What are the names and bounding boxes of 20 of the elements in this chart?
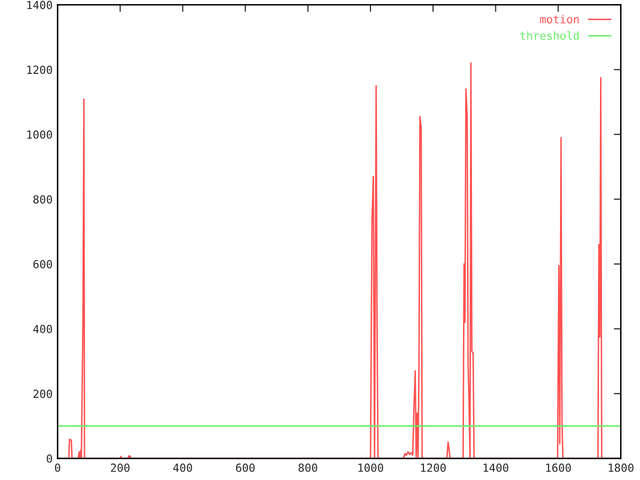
x-tick-label: 1600 <box>546 464 571 472</box>
y-tick-label: 1200 <box>27 66 52 74</box>
y-tick-label: 200 <box>33 390 52 398</box>
x-tick-label: 1200 <box>421 464 446 472</box>
y-tick-label: 1400 <box>27 0 52 10</box>
x-tick-label: 1400 <box>484 464 508 472</box>
x-tick-label: 1800 <box>608 464 634 472</box>
x-tick-label: 0 <box>54 464 60 472</box>
y-tick-label: 1000 <box>27 130 52 139</box>
legend-label: threshold <box>520 31 579 40</box>
y-tick-label: 600 <box>33 260 52 268</box>
y-tick-label: 400 <box>33 324 52 334</box>
legend-label: motion <box>540 14 579 24</box>
x-tick-label: 800 <box>298 464 318 472</box>
y-tick-label: 0 <box>46 454 52 463</box>
y-tick-label: 800 <box>33 195 52 204</box>
x-tick-label: 400 <box>173 464 192 472</box>
x-tick-label: 200 <box>110 464 130 472</box>
x-tick-label: 1000 <box>358 464 384 472</box>
x-tick-label: 600 <box>236 464 255 472</box>
